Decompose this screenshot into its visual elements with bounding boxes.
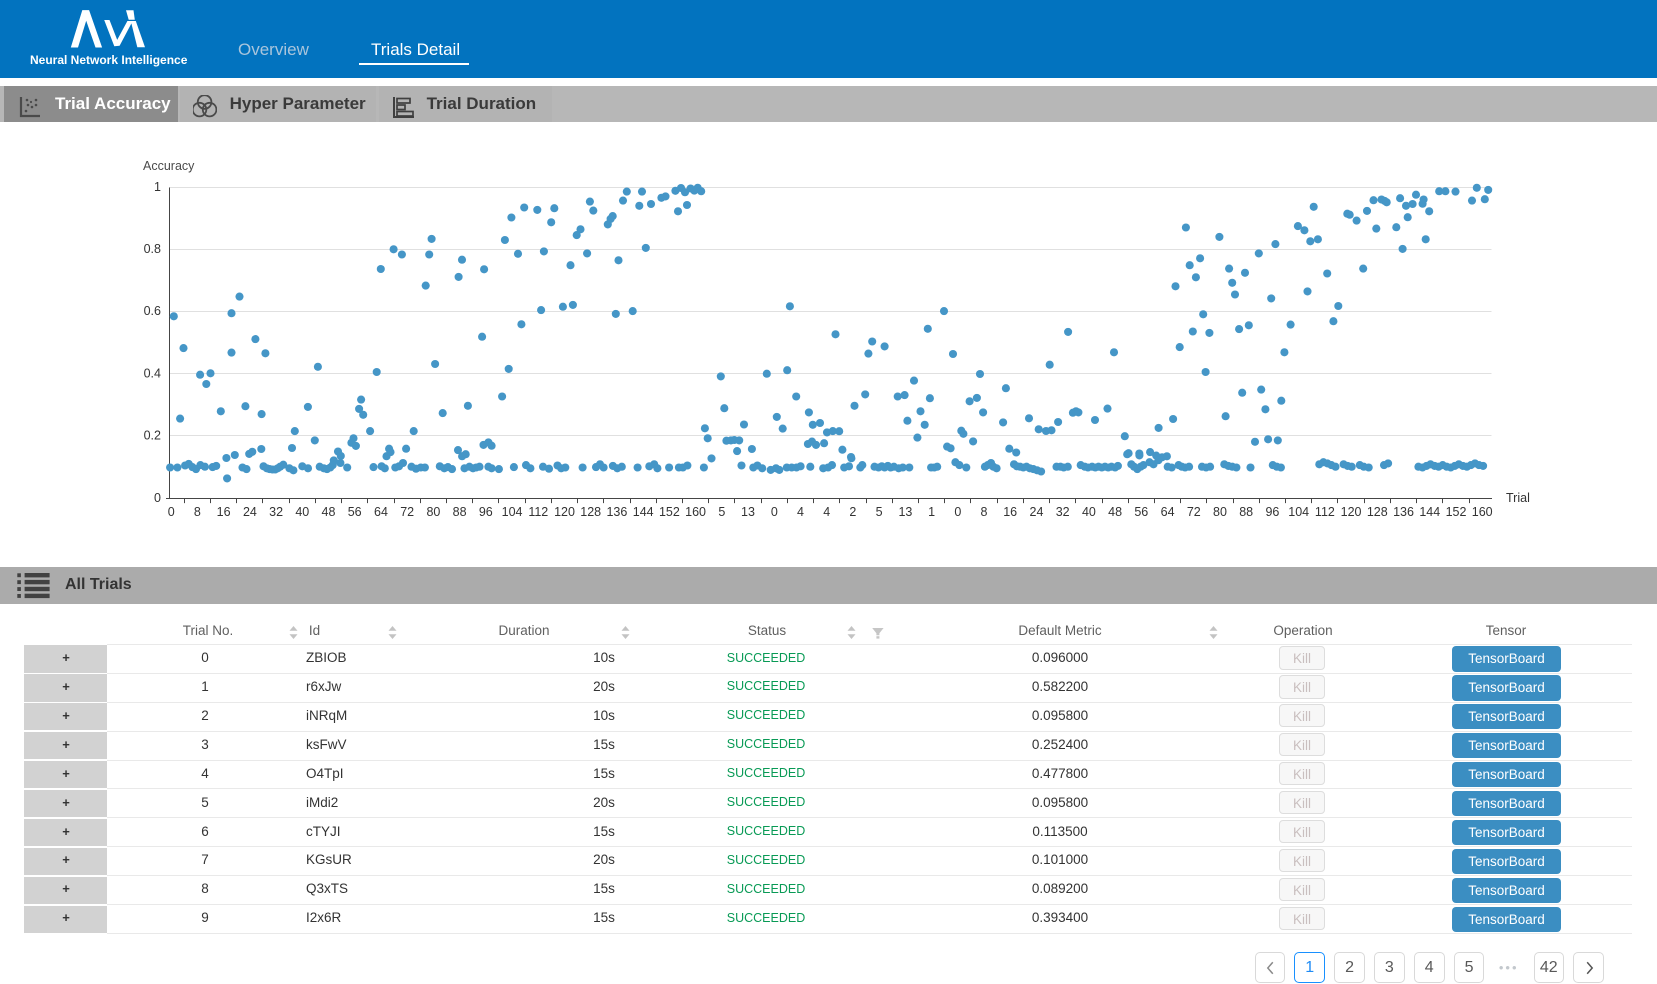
svg-text:136: 136 bbox=[1393, 505, 1414, 519]
svg-text:32: 32 bbox=[269, 505, 283, 519]
svg-text:5: 5 bbox=[718, 505, 725, 519]
svg-text:0: 0 bbox=[771, 505, 778, 519]
svg-text:64: 64 bbox=[1161, 505, 1175, 519]
svg-text:112: 112 bbox=[528, 505, 548, 519]
svg-text:48: 48 bbox=[1108, 505, 1122, 519]
svg-text:128: 128 bbox=[1367, 505, 1388, 519]
svg-text:24: 24 bbox=[243, 505, 257, 519]
svg-text:136: 136 bbox=[606, 505, 627, 519]
svg-text:160: 160 bbox=[1472, 505, 1493, 519]
svg-text:88: 88 bbox=[453, 505, 467, 519]
svg-text:0: 0 bbox=[168, 505, 175, 519]
svg-text:24: 24 bbox=[1030, 505, 1044, 519]
svg-text:152: 152 bbox=[1446, 505, 1467, 519]
svg-text:0.2: 0.2 bbox=[144, 429, 161, 443]
svg-text:96: 96 bbox=[1265, 505, 1279, 519]
svg-text:1: 1 bbox=[154, 180, 161, 194]
svg-text:Trial: Trial bbox=[1506, 491, 1530, 505]
svg-text:2: 2 bbox=[849, 505, 856, 519]
svg-text:40: 40 bbox=[295, 505, 309, 519]
svg-text:32: 32 bbox=[1056, 505, 1070, 519]
svg-text:144: 144 bbox=[633, 505, 654, 519]
svg-text:144: 144 bbox=[1419, 505, 1440, 519]
svg-text:120: 120 bbox=[1341, 505, 1362, 519]
svg-text:13: 13 bbox=[898, 505, 912, 519]
svg-text:72: 72 bbox=[1187, 505, 1201, 519]
svg-text:4: 4 bbox=[797, 505, 804, 519]
svg-text:80: 80 bbox=[1213, 505, 1227, 519]
svg-text:0.6: 0.6 bbox=[144, 304, 161, 318]
svg-text:104: 104 bbox=[1288, 505, 1309, 519]
svg-text:0: 0 bbox=[954, 505, 961, 519]
svg-text:56: 56 bbox=[348, 505, 362, 519]
svg-text:160: 160 bbox=[685, 505, 706, 519]
svg-text:120: 120 bbox=[554, 505, 575, 519]
svg-text:80: 80 bbox=[426, 505, 440, 519]
svg-text:88: 88 bbox=[1239, 505, 1253, 519]
svg-text:48: 48 bbox=[322, 505, 336, 519]
svg-text:96: 96 bbox=[479, 505, 493, 519]
svg-text:16: 16 bbox=[217, 505, 231, 519]
svg-text:112: 112 bbox=[1315, 505, 1335, 519]
svg-text:152: 152 bbox=[659, 505, 680, 519]
svg-text:72: 72 bbox=[400, 505, 414, 519]
svg-text:0: 0 bbox=[154, 491, 161, 505]
svg-text:56: 56 bbox=[1134, 505, 1148, 519]
svg-text:5: 5 bbox=[876, 505, 883, 519]
svg-text:4: 4 bbox=[823, 505, 830, 519]
svg-text:104: 104 bbox=[502, 505, 523, 519]
svg-text:40: 40 bbox=[1082, 505, 1096, 519]
svg-text:128: 128 bbox=[580, 505, 601, 519]
svg-text:8: 8 bbox=[194, 505, 201, 519]
svg-text:0.8: 0.8 bbox=[144, 242, 161, 256]
svg-text:Accuracy: Accuracy bbox=[143, 159, 195, 173]
svg-text:64: 64 bbox=[374, 505, 388, 519]
svg-text:13: 13 bbox=[741, 505, 755, 519]
svg-text:1: 1 bbox=[928, 505, 935, 519]
svg-text:8: 8 bbox=[981, 505, 988, 519]
svg-text:0.4: 0.4 bbox=[144, 367, 161, 381]
svg-text:16: 16 bbox=[1003, 505, 1017, 519]
